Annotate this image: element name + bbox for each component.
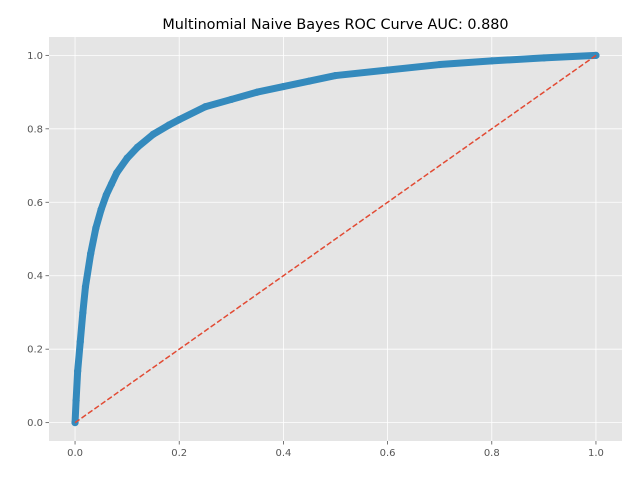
roc-curve-line <box>71 51 600 427</box>
y-tick-label: 0.2 <box>27 345 43 356</box>
roc-curve-point <box>279 82 288 91</box>
roc-curve-point <box>305 77 314 85</box>
y-tick-label: 0.0 <box>27 418 43 429</box>
roc-curve-point <box>79 308 87 317</box>
roc-curve-point <box>227 95 235 104</box>
roc-curve-point <box>123 154 131 162</box>
x-tick-label: 0.0 <box>67 448 83 459</box>
tick-layer: 0.0 0.2 0.4 0.6 0.8 1.0 0.0 0.2 0.4 0.6 0.8 1.0 <box>27 51 604 459</box>
x-tick-label: 0.4 <box>275 448 291 459</box>
y-tick-label: 1.0 <box>27 51 43 62</box>
roc-curve-point <box>488 57 496 65</box>
grid <box>49 37 622 441</box>
data-layer <box>71 51 600 427</box>
roc-curve-point <box>107 180 116 188</box>
roc-curve-point <box>97 206 105 214</box>
roc-curve-point <box>540 54 548 62</box>
roc-curve-point <box>72 397 80 405</box>
roc-curve-point <box>436 60 444 69</box>
roc-curve-point <box>87 250 95 258</box>
x-tick-label: 0.8 <box>484 448 500 459</box>
x-tick-label: 0.6 <box>380 448 396 459</box>
roc-curve-point <box>74 367 82 375</box>
roc-curve-point <box>331 71 340 80</box>
roc-curve-point <box>383 66 392 74</box>
y-tick-label: 0.8 <box>27 124 43 135</box>
chance-line <box>74 54 597 424</box>
roc-curve-point <box>81 283 90 291</box>
roc-curve-point <box>113 169 121 177</box>
roc-curve-point <box>92 224 100 232</box>
roc-curve-point <box>165 121 173 129</box>
y-tick-label: 0.4 <box>27 271 43 282</box>
roc-curve-point <box>76 338 84 346</box>
chart-title: Multinomial Naive Bayes ROC Curve AUC: 0… <box>162 17 508 33</box>
x-tick-label: 1.0 <box>588 448 604 459</box>
roc-curve-point <box>253 88 261 96</box>
roc-curve-point <box>102 191 110 199</box>
y-tick-label: 0.6 <box>27 198 43 209</box>
roc-curve-point <box>133 143 142 151</box>
roc-curve-point <box>175 116 183 124</box>
roc-curve-point <box>201 103 209 111</box>
roc-curve-point <box>149 130 157 138</box>
x-tick-label: 0.2 <box>171 448 187 459</box>
